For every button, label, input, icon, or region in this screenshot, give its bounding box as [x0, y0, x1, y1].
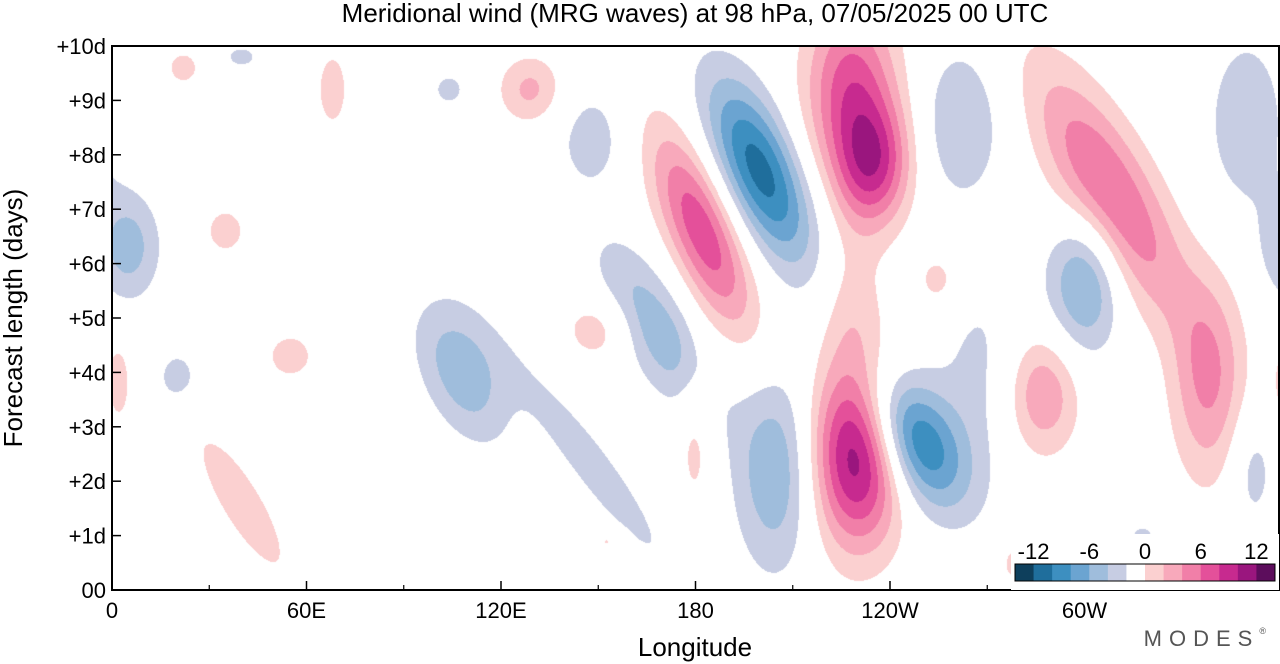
- x-tick-label: 120E: [475, 598, 526, 623]
- y-tick-label: +10d: [56, 34, 106, 59]
- colorbar-swatch: [1256, 564, 1276, 581]
- x-tick-label: 0: [106, 598, 118, 623]
- colorbar-swatch: [1126, 564, 1146, 581]
- x-tick-label: 60W: [1062, 598, 1107, 623]
- plot-area: 0 60E 120E 180 120W 60W 00 +1d +2d +3d +4d +5d +6d +…: [56, 34, 1280, 623]
- x-axis-label: Longitude: [638, 632, 752, 662]
- modes-brand: MODES®: [1144, 626, 1266, 652]
- colorbar-swatch: [1089, 564, 1109, 581]
- y-tick-label: +4d: [69, 360, 106, 385]
- colorbar-label: -12: [1018, 539, 1050, 564]
- registered-mark: ®: [1259, 626, 1266, 636]
- colorbar-swatch: [1219, 564, 1239, 581]
- x-axis: 0 60E 120E 180 120W 60W: [106, 581, 1183, 623]
- colorbar-swatch: [1145, 564, 1165, 581]
- wind-field-contours: [112, 46, 1279, 590]
- colorbar-swatch: [1163, 564, 1183, 581]
- y-tick-label: +9d: [69, 88, 106, 113]
- y-tick-label: 00: [82, 578, 106, 603]
- x-tick-label: 180: [677, 598, 714, 623]
- y-tick-label: +8d: [69, 143, 106, 168]
- chart-title: Meridional wind (MRG waves) at 98 hPa, 0…: [342, 0, 1049, 28]
- colorbar-swatch: [1015, 564, 1035, 581]
- y-axis-label: Forecast length (days): [0, 189, 28, 448]
- colorbar-label: 0: [1139, 539, 1151, 564]
- colorbar-label: 6: [1195, 539, 1207, 564]
- colorbar-swatch: [1070, 564, 1090, 581]
- y-axis: 00 +1d +2d +3d +4d +5d +6d +7d +8d +9d +10d: [56, 34, 121, 603]
- colorbar-swatch: [1033, 564, 1053, 581]
- colorbar-legend: -12 -6 0 6 12: [1011, 534, 1279, 590]
- colorbar-swatch: [1107, 564, 1127, 581]
- colorbar-frame: [1014, 563, 1276, 582]
- colorbar-swatch: [1052, 564, 1072, 581]
- y-tick-label: +2d: [69, 469, 106, 494]
- y-tick-label: +3d: [69, 415, 106, 440]
- colorbar-label: 12: [1244, 539, 1268, 564]
- y-tick-label: +1d: [69, 524, 106, 549]
- colorbar-swatch: [1200, 564, 1220, 581]
- y-tick-label: +5d: [69, 306, 106, 331]
- colorbar-swatch: [1182, 564, 1202, 581]
- colorbar-label: -6: [1080, 539, 1100, 564]
- x-tick-label: 60E: [287, 598, 326, 623]
- brand-name: MODES: [1143, 626, 1260, 651]
- y-tick-label: +6d: [69, 252, 106, 277]
- x-tick-label: 120W: [861, 598, 919, 623]
- y-tick-label: +7d: [69, 197, 106, 222]
- colorbar-swatch: [1237, 564, 1257, 581]
